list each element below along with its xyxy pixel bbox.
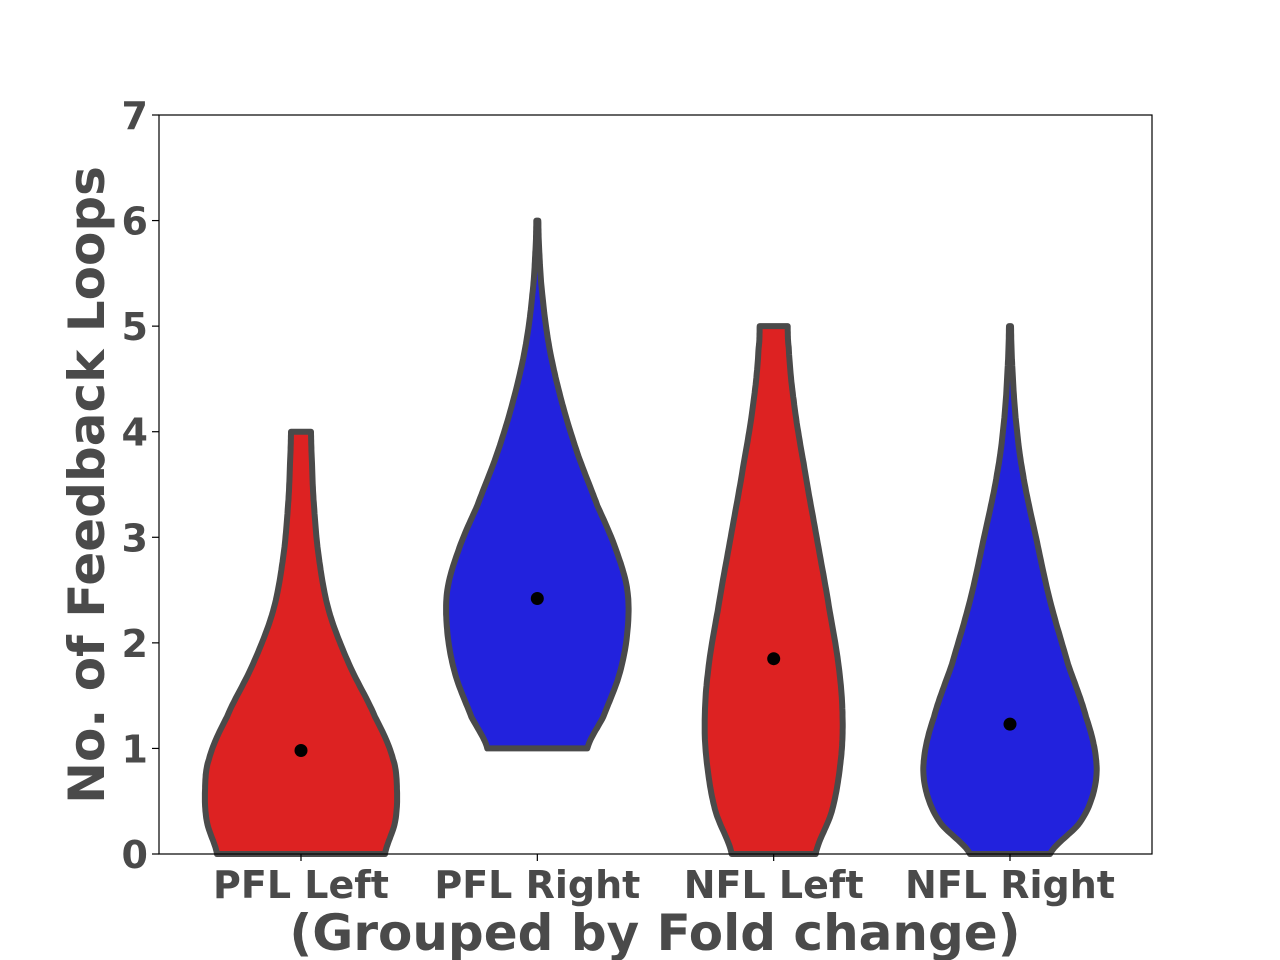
y-tick-label: 3 (122, 516, 148, 560)
median-point (767, 652, 781, 666)
violin-nfl-left (701, 323, 846, 857)
y-tick-label: 5 (122, 305, 148, 349)
y-tick-label: 4 (122, 411, 148, 455)
median-point (530, 592, 544, 605)
x-tick-label: NFL Left (684, 863, 864, 907)
x-tick-label: PFL Left (213, 863, 389, 907)
ticks-layer: 0 1 2 3 4 5 6 7 PFL Left PFL Right NFL Left NFL Rig… (122, 94, 1115, 907)
y-tick-label: 1 (122, 727, 148, 771)
y-axis-label: No. of Feedback Loops (58, 166, 116, 804)
x-tick-label: NFL Right (905, 863, 1115, 907)
violin-pfl-right (443, 217, 632, 752)
y-tick-label: 2 (122, 622, 148, 666)
y-tick-label: 0 (122, 833, 148, 877)
plot-area-frame (158, 114, 1153, 855)
median-point (1003, 717, 1017, 731)
x-axis-label: (Grouped by Fold change) (289, 904, 1020, 960)
violin-nfl-right (920, 323, 1100, 857)
y-tick-label: 7 (122, 94, 148, 138)
y-tick-label: 6 (122, 200, 148, 244)
x-tick-label: PFL Right (434, 863, 640, 907)
violins-layer (201, 217, 1100, 857)
median-point (294, 744, 308, 757)
violin-pfl-left (201, 428, 401, 857)
